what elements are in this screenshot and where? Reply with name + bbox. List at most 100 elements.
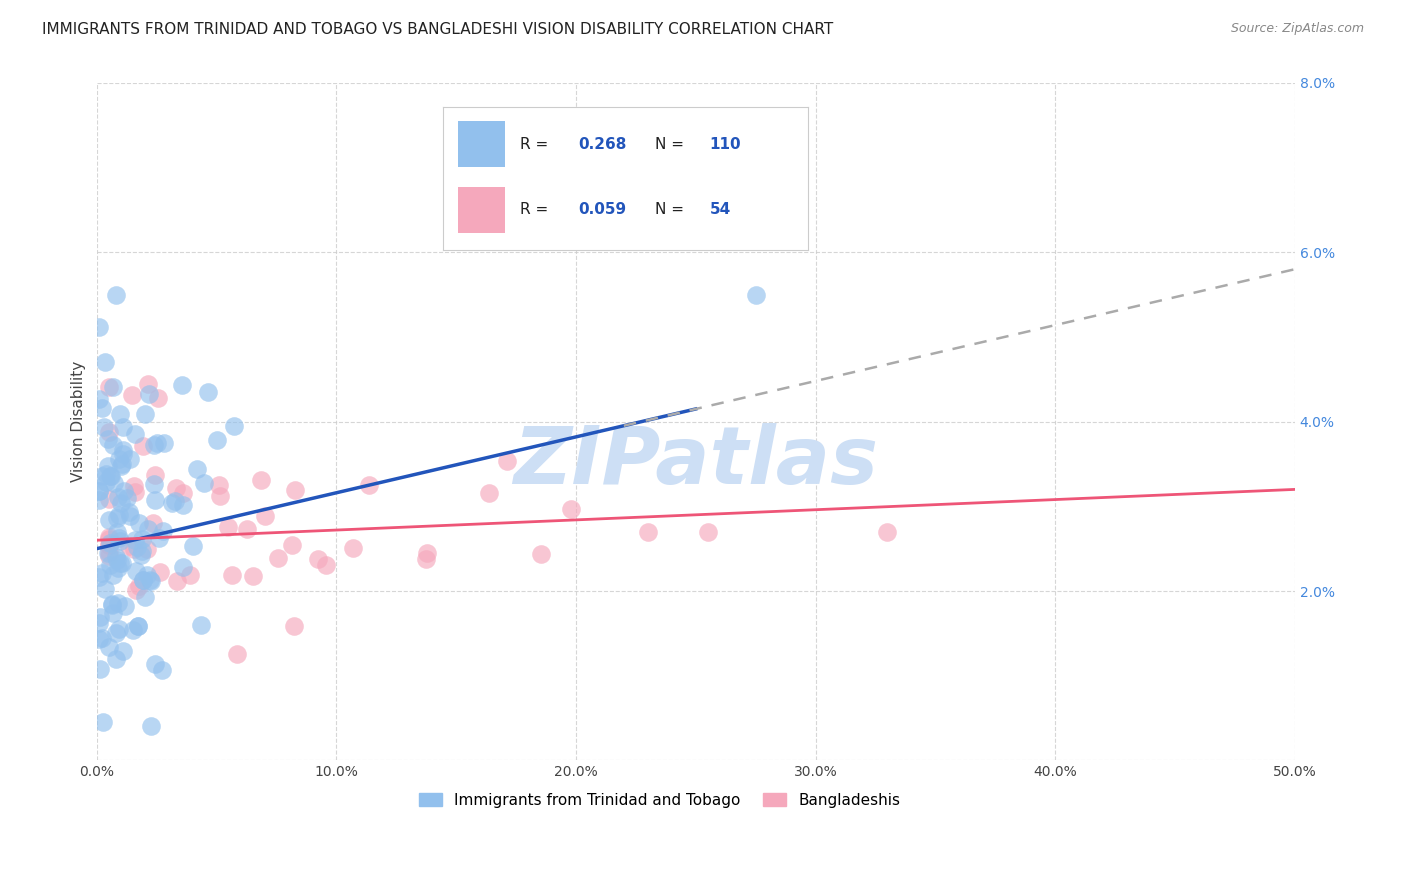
Point: [87, 484, 110, 499]
Point: [125, 582, 148, 597]
Point: [124, 484, 146, 499]
Point: [416, 546, 439, 560]
Point: [94, 475, 117, 489]
Text: Source: ZipAtlas.com: Source: ZipAtlas.com: [1230, 22, 1364, 36]
Point: [128, 579, 150, 593]
Point: [209, 489, 232, 503]
Text: R =: R =: [520, 136, 553, 152]
Point: [101, 598, 124, 612]
Point: [284, 483, 307, 497]
Point: [876, 524, 898, 539]
Point: [118, 539, 141, 553]
Point: [100, 469, 122, 483]
Point: [181, 539, 204, 553]
Point: [138, 386, 160, 401]
Point: [114, 484, 136, 499]
Point: [146, 435, 169, 450]
Point: [222, 418, 245, 433]
Point: [101, 380, 124, 394]
Point: [96, 467, 118, 482]
Point: [197, 385, 219, 400]
Point: [118, 508, 141, 523]
Point: [94, 354, 117, 368]
Point: [91, 566, 114, 580]
Point: [142, 438, 165, 452]
Text: 54: 54: [710, 202, 731, 218]
Text: 0.059: 0.059: [578, 202, 626, 218]
Point: [87, 392, 110, 406]
Point: [98, 558, 121, 572]
Point: [89, 493, 111, 508]
Point: [110, 496, 132, 510]
Point: [478, 485, 501, 500]
Point: [136, 522, 159, 536]
Point: [744, 287, 766, 301]
Point: [97, 538, 120, 552]
Point: [143, 657, 166, 672]
Point: [97, 532, 120, 546]
Point: [107, 595, 129, 609]
Point: [97, 432, 120, 446]
Point: [283, 619, 305, 633]
Point: [132, 439, 155, 453]
Point: [121, 388, 143, 402]
Point: [148, 531, 170, 545]
Point: [179, 567, 201, 582]
Point: [132, 573, 155, 587]
Point: [97, 459, 120, 474]
Point: [280, 538, 302, 552]
Point: [696, 524, 718, 539]
Point: [97, 546, 120, 560]
Point: [146, 391, 169, 405]
Point: [138, 377, 160, 392]
Text: 0.268: 0.268: [578, 136, 627, 152]
Point: [103, 607, 125, 621]
Point: [236, 522, 259, 536]
Point: [165, 494, 187, 508]
Point: [307, 551, 329, 566]
Point: [359, 478, 381, 492]
Point: [114, 599, 136, 614]
Point: [97, 538, 120, 552]
Point: [142, 516, 165, 531]
Point: [648, 144, 671, 158]
Point: [104, 626, 127, 640]
Point: [108, 452, 131, 467]
Point: [112, 443, 135, 458]
Point: [87, 632, 110, 646]
Point: [94, 582, 117, 596]
Point: [104, 652, 127, 666]
Point: [124, 533, 146, 548]
Point: [97, 549, 120, 563]
Point: [104, 287, 127, 301]
Point: [125, 540, 148, 554]
Point: [530, 547, 553, 561]
Point: [111, 458, 134, 472]
Point: [166, 574, 188, 589]
Point: [97, 530, 120, 544]
Point: [415, 552, 437, 566]
Point: [97, 513, 120, 527]
Point: [125, 564, 148, 578]
Point: [112, 447, 135, 461]
Point: [152, 524, 174, 538]
Point: [496, 454, 519, 468]
Text: IMMIGRANTS FROM TRINIDAD AND TOBAGO VS BANGLADESHI VISION DISABILITY CORRELATION: IMMIGRANTS FROM TRINIDAD AND TOBAGO VS B…: [42, 22, 834, 37]
Point: [142, 476, 165, 491]
Point: [107, 561, 129, 575]
Bar: [457, 121, 505, 167]
Point: [103, 568, 125, 582]
Point: [107, 490, 129, 504]
Point: [165, 482, 187, 496]
Point: [97, 545, 120, 559]
Bar: [457, 187, 505, 233]
Point: [105, 549, 128, 564]
Text: 110: 110: [710, 136, 741, 152]
Point: [115, 491, 138, 505]
Point: [205, 434, 228, 448]
Point: [266, 551, 288, 566]
Point: [148, 565, 170, 579]
Point: [134, 591, 156, 605]
Point: [190, 618, 212, 632]
Point: [122, 479, 145, 493]
